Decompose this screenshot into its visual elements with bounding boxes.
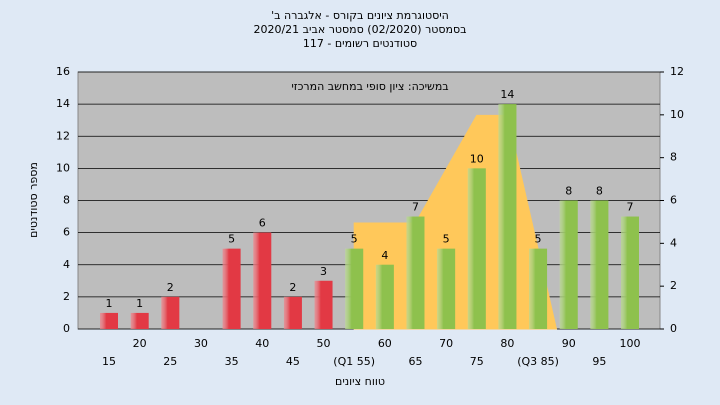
y2-tick-label: 4 [670, 236, 677, 249]
x-tick-label: 50 [317, 337, 331, 350]
data-label: 8 [596, 185, 603, 198]
data-label: 5 [443, 233, 450, 246]
x-tick-label: 95 [592, 355, 606, 368]
bar [529, 248, 548, 329]
bar-shade [621, 216, 639, 329]
x-tick-label: (Q3 85) [517, 355, 559, 368]
bar-shade [437, 248, 456, 329]
bar-shade [467, 168, 486, 329]
bar-shade [100, 312, 118, 329]
data-label: 3 [320, 265, 327, 278]
bar-shade [314, 280, 333, 329]
x-tick-label: 70 [439, 337, 453, 350]
y-tick-label: 12 [56, 129, 70, 142]
bar [100, 312, 118, 329]
chart-subtitle: בסמסטר (02/2020) סמסטר אביב 2020/21 [253, 23, 466, 36]
bar [283, 296, 302, 329]
bar-shade [406, 216, 425, 329]
y2-tick-label: 10 [670, 108, 684, 121]
bar [467, 168, 486, 329]
bar [406, 216, 425, 329]
bar-shade [222, 248, 241, 329]
data-label: 7 [412, 201, 419, 214]
data-label: 8 [565, 185, 572, 198]
data-label: 5 [228, 233, 235, 246]
bar-shade [161, 296, 180, 329]
bar [559, 200, 578, 329]
bar-shade [345, 248, 364, 329]
bar [345, 248, 364, 329]
y2-tick-label: 0 [670, 322, 677, 335]
data-label: 14 [500, 88, 514, 101]
bar [590, 200, 609, 329]
x-tick-label: 20 [133, 337, 147, 350]
bar-shade [559, 200, 578, 329]
x-axis-title: טווח ציונים [335, 375, 385, 388]
x-tick-label: (Q1 55) [333, 355, 375, 368]
y2-tick-label: 6 [670, 194, 677, 207]
x-tick-label: 80 [500, 337, 514, 350]
bar [621, 216, 639, 329]
y-tick-label: 10 [56, 161, 70, 174]
bar-shade [498, 104, 517, 329]
y-tick-label: 16 [56, 65, 70, 78]
x-tick-label: 25 [163, 355, 177, 368]
data-label: 7 [627, 201, 634, 214]
bar [437, 248, 456, 329]
y-tick-label: 14 [56, 97, 70, 110]
annotation: במשיכה: ציון סופי במחשב המרכזי [291, 80, 448, 93]
data-label: 2 [167, 281, 174, 294]
y-tick-label: 2 [63, 290, 70, 303]
y-tick-label: 6 [63, 226, 70, 239]
bar [314, 280, 333, 329]
x-tick-label: 60 [378, 337, 392, 350]
y2-tick-label: 8 [670, 151, 677, 164]
y2-tick-label: 12 [670, 65, 684, 78]
x-tick-label: 35 [225, 355, 239, 368]
bar-shade [590, 200, 609, 329]
chart-title: היסטוגרמת ציונים בקורס - אלגברה ב' [271, 9, 449, 22]
x-tick-label: 45 [286, 355, 300, 368]
data-label: 4 [381, 249, 388, 262]
bar-shade [253, 232, 272, 329]
bar [253, 232, 272, 329]
y2-tick-label: 2 [670, 279, 677, 292]
bar [222, 248, 241, 329]
bar-shade [283, 296, 302, 329]
y-tick-label: 4 [63, 258, 70, 271]
bar-shade [375, 264, 394, 329]
chart-subtitle: סטודנטים רשומים - 117 [303, 37, 417, 50]
x-tick-label: 90 [562, 337, 576, 350]
data-label: 1 [136, 297, 143, 310]
bar-shade [130, 312, 149, 329]
x-tick-label: 30 [194, 337, 208, 350]
data-label: 1 [106, 297, 113, 310]
x-tick-label: 75 [470, 355, 484, 368]
data-label: 6 [259, 217, 266, 230]
data-label: 5 [351, 233, 358, 246]
bar [161, 296, 180, 329]
y-tick-label: 0 [63, 322, 70, 335]
y-axis-title: מספר סטודנטים [27, 162, 40, 238]
data-label: 10 [470, 152, 484, 165]
bar [375, 264, 394, 329]
bar-shade [529, 248, 548, 329]
bar [130, 312, 149, 329]
bar [498, 104, 517, 329]
data-label: 5 [535, 233, 542, 246]
x-tick-label: 40 [255, 337, 269, 350]
y-tick-label: 8 [63, 194, 70, 207]
x-tick-label: 100 [620, 337, 641, 350]
x-tick-label: 65 [408, 355, 422, 368]
x-tick-label: 15 [102, 355, 116, 368]
data-label: 2 [289, 281, 296, 294]
